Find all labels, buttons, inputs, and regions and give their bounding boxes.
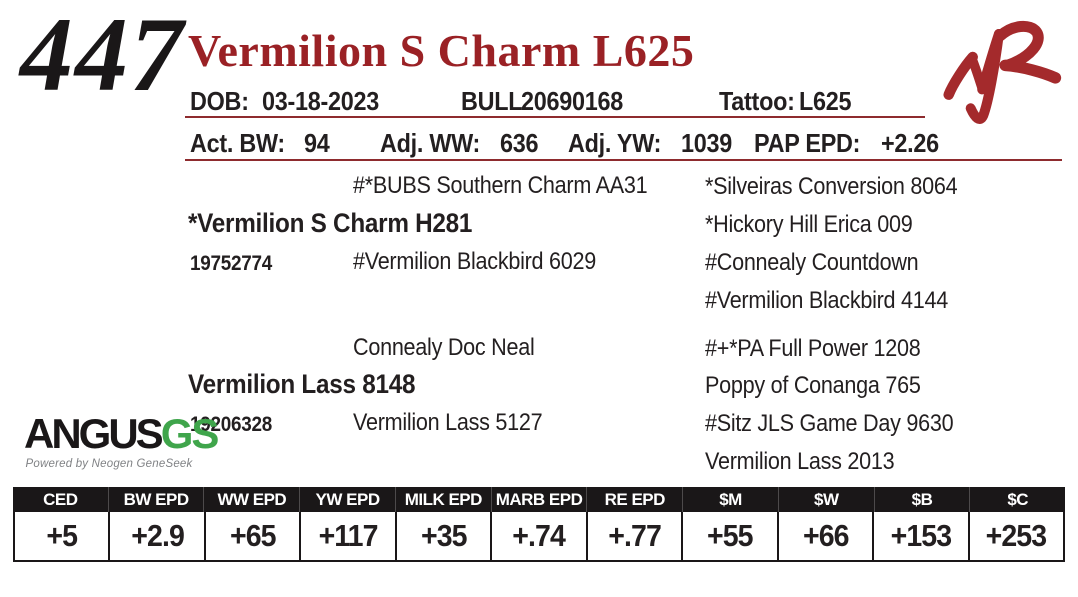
sex-label: BULL — [461, 86, 523, 116]
dam-sire: Connealy Doc Neal — [353, 334, 535, 361]
epd-value-cell: +55 — [683, 512, 779, 560]
epd-col-header: $B — [875, 487, 971, 512]
adj-ww: Adj. WW: 636 — [380, 129, 543, 158]
dam-grandparent-2: Poppy of Conanga 765 — [705, 372, 921, 399]
adj-yw-value: 1039 — [680, 128, 732, 158]
sire-dam: #Vermilion Blackbird 6029 — [353, 248, 596, 275]
divider-rule-bottom — [185, 159, 1062, 161]
sire-name: *Vermilion S Charm H281 — [188, 208, 473, 238]
epd-value-cell: +253 — [985, 518, 1047, 553]
epd-value-cell: +2.9 — [110, 512, 206, 560]
dam-grandparent-1: #+*PA Full Power 1208 — [705, 335, 921, 362]
angus-gs-logo-text: GS — [160, 410, 220, 457]
epd-col-header: CED — [13, 487, 109, 512]
dam-grandparent-4: Vermilion Lass 2013 — [705, 448, 895, 475]
sire-grandparent-4: #Vermilion Blackbird 4144 — [705, 287, 948, 314]
epd-value-cell: +.77 — [588, 512, 684, 560]
epd-value-cell: +153 — [874, 512, 970, 560]
adj-ww-label: Adj. WW: — [380, 128, 481, 158]
epd-value-cell: +35 — [397, 512, 493, 560]
dam-dam: Vermilion Lass 5127 — [353, 409, 543, 436]
angus-logo-text: ANGUS — [24, 410, 164, 457]
epd-value-cell: +5 — [15, 512, 111, 560]
angus-logo-tagline: Powered by Neogen GeneSeek — [25, 458, 193, 470]
lot-number: 447 — [20, 0, 185, 113]
epd-col-header: $C — [1007, 489, 1029, 509]
sire-grandparent-1: *Silveiras Conversion 8064 — [705, 173, 958, 200]
act-bw-label: Act. BW: — [190, 128, 285, 158]
animal-name-title: Vermilion S Charm L625 — [188, 25, 695, 76]
epd-value-cell: +117 — [301, 512, 397, 560]
epd-table-header-row: CED BW EPD WW EPD YW EPD MILK EPD MARB E… — [13, 487, 1065, 512]
sire-sire: #*BUBS Southern Charm AA31 — [353, 172, 648, 199]
epd-col-header: $M — [683, 487, 779, 512]
epd-value-cell: +65 — [206, 512, 302, 560]
epd-value-cell: +66 — [779, 512, 875, 560]
adj-yw: Adj. YW: 1039 — [568, 129, 737, 158]
epd-col-header: BW EPD — [109, 487, 205, 512]
tattoo-value: L625 — [799, 86, 852, 116]
act-bw-value: 94 — [304, 128, 330, 158]
tattoo-label: Tattoo: — [719, 86, 795, 116]
angus-gs-logo: ANGUS GS Powered by Neogen GeneSeek — [24, 410, 219, 471]
dob-label: DOB: — [190, 86, 249, 116]
pap-epd-value: +2.26 — [881, 128, 939, 158]
epd-col-header: WW EPD — [204, 487, 301, 512]
epd-col-header: MILK EPD — [396, 487, 492, 512]
epd-value-cell: +.74 — [492, 512, 588, 560]
epd-col-header: MARB EPD — [492, 487, 588, 512]
sire-grandparent-2: *Hickory Hill Erica 009 — [705, 211, 913, 238]
pap-epd: PAP EPD: +2.26 — [754, 129, 945, 158]
sire-grandparent-3: #Connealy Countdown — [705, 249, 919, 276]
epd-col-header: YW EPD — [300, 487, 396, 512]
epd-col-header: $W — [779, 487, 875, 512]
registration-number: 20690168 — [521, 86, 623, 116]
sire-reg-number: 19752774 — [190, 252, 272, 275]
dam-reg-number: 19206328 — [190, 413, 272, 436]
act-bw: Act. BW: 94 — [190, 129, 333, 158]
dam-grandparent-3: #Sitz JLS Game Day 9630 — [705, 410, 954, 437]
adj-yw-label: Adj. YW: — [568, 128, 662, 158]
dam-name: Vermilion Lass 8148 — [188, 369, 416, 399]
pap-epd-label: PAP EPD: — [754, 128, 861, 158]
epd-table-value-row: +5 +2.9 +65 +117 +35 +.74 +.77 +55 +66 +… — [13, 512, 1065, 562]
adj-ww-value: 636 — [500, 128, 539, 158]
divider-rule-top — [185, 116, 925, 118]
epd-col-header: RE EPD — [587, 487, 684, 512]
vermilion-ranch-brand-icon — [943, 20, 1062, 124]
epd-table: CED BW EPD WW EPD YW EPD MILK EPD MARB E… — [13, 487, 1065, 562]
dob-value: 03-18-2023 — [262, 86, 379, 116]
